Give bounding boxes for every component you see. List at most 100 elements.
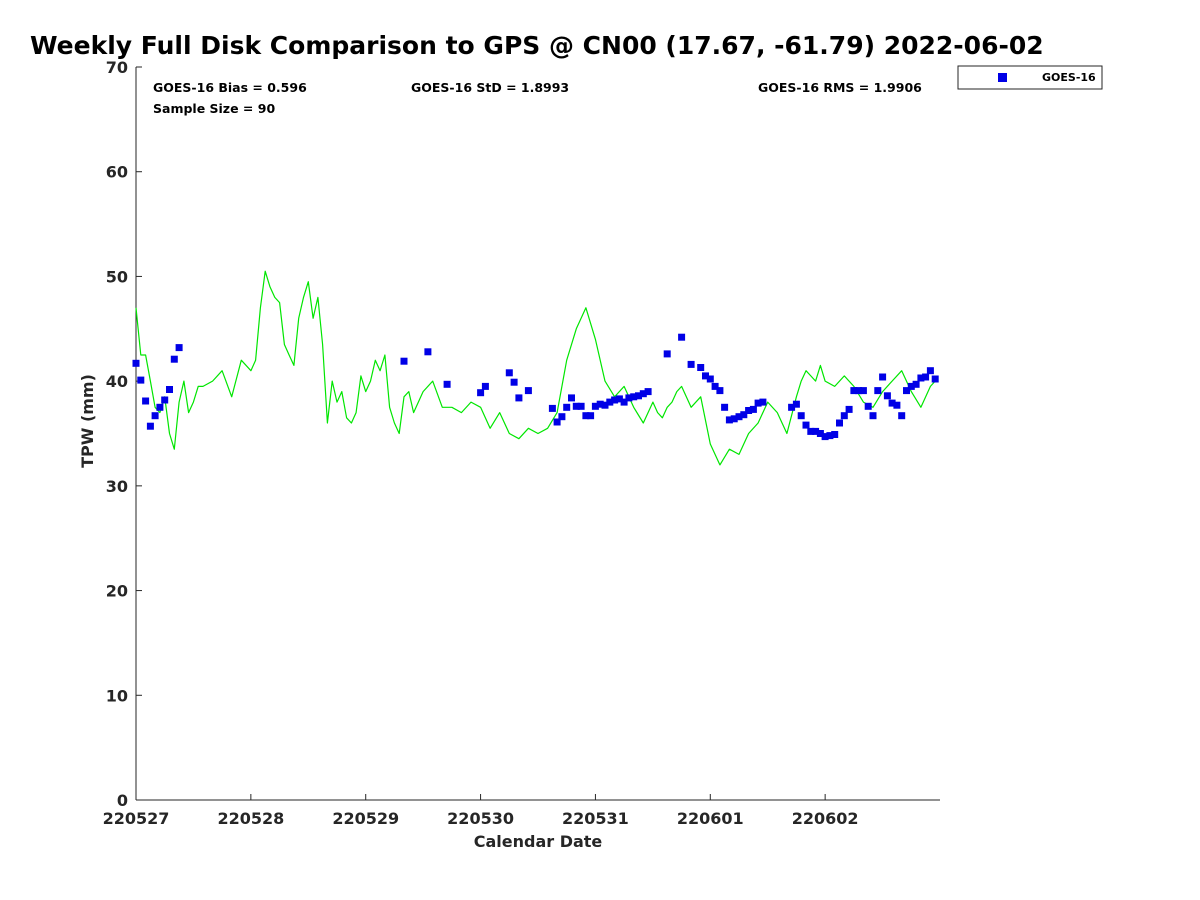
x-tick-label: 220527 xyxy=(103,809,170,828)
goes16-point xyxy=(505,369,513,377)
goes16-point xyxy=(443,380,451,388)
goes-points-layer xyxy=(132,333,939,441)
goes16-point xyxy=(175,344,183,352)
x-tick-label: 220531 xyxy=(562,809,629,828)
goes16-point xyxy=(587,412,595,420)
y-tick-label: 40 xyxy=(106,372,128,391)
goes16-point xyxy=(142,397,150,405)
goes16-point xyxy=(477,389,485,397)
goes16-point xyxy=(625,394,633,402)
goes16-point xyxy=(788,403,796,411)
goes16-point xyxy=(869,412,877,420)
goes16-point xyxy=(553,418,561,426)
goes16-point xyxy=(615,395,623,403)
goes16-point xyxy=(836,419,843,427)
goes16-point xyxy=(859,387,867,395)
goes16-point xyxy=(903,387,910,395)
goes16-point xyxy=(840,412,848,420)
goes16-point xyxy=(678,333,686,341)
y-tick-label: 70 xyxy=(106,58,128,77)
goes16-point xyxy=(926,367,934,375)
legend-marker-goes16 xyxy=(998,73,1007,82)
y-tick-label: 50 xyxy=(106,267,128,286)
y-tick-label: 60 xyxy=(106,163,128,182)
goes16-point xyxy=(644,388,652,396)
goes16-point xyxy=(132,359,140,367)
goes16-point xyxy=(161,396,169,404)
goes16-point xyxy=(826,432,834,440)
goes16-point xyxy=(831,431,839,438)
y-tick-label: 0 xyxy=(117,791,128,810)
goes16-point xyxy=(874,387,882,395)
goes16-point xyxy=(687,360,695,368)
goes16-point xyxy=(620,398,628,406)
goes16-point xyxy=(754,399,762,407)
goes16-point xyxy=(721,403,729,411)
goes16-point xyxy=(850,387,858,395)
goes16-point xyxy=(745,407,753,414)
stat-rms: GOES-16 RMS = 1.9906 xyxy=(758,80,922,95)
goes16-point xyxy=(711,382,719,390)
goes16-point xyxy=(582,412,590,420)
x-tick-label: 220529 xyxy=(332,809,399,828)
goes16-point xyxy=(864,402,872,410)
goes16-point xyxy=(563,403,571,411)
goes16-point xyxy=(137,376,145,384)
goes16-point xyxy=(548,404,556,412)
y-tick-label: 20 xyxy=(106,582,128,601)
goes16-point xyxy=(759,398,767,406)
goes16-point xyxy=(702,372,709,380)
gps-tpw-line xyxy=(135,270,936,466)
goes16-point xyxy=(568,394,575,402)
goes16-point xyxy=(898,412,906,420)
goes16-point xyxy=(802,421,810,429)
goes16-point xyxy=(639,390,647,398)
gps-line-layer xyxy=(135,270,936,466)
legend-box xyxy=(957,65,1103,90)
goes16-point xyxy=(424,348,432,356)
goes16-point xyxy=(855,387,863,395)
stat-bias: GOES-16 Bias = 0.596 xyxy=(153,80,307,95)
goes16-point xyxy=(888,399,896,407)
goes16-point xyxy=(821,433,829,441)
goes16-point xyxy=(558,413,566,421)
x-ticks: 220527 220528 220529 220530 220531 220601 2206… xyxy=(103,794,859,828)
goes16-point xyxy=(912,380,920,388)
y-axis-label: TPW (mm) xyxy=(78,374,97,468)
legend: GOES-16 xyxy=(957,65,1103,90)
goes16-point xyxy=(816,430,824,437)
goes16-point xyxy=(725,416,733,424)
goes16-point xyxy=(596,400,604,408)
goes16-point xyxy=(922,373,930,381)
goes16-point xyxy=(510,378,518,386)
y-ticks: 0 10 20 30 40 50 60 70 xyxy=(106,58,142,810)
goes16-point xyxy=(572,402,580,410)
goes16-point xyxy=(735,413,743,421)
goes16-point xyxy=(740,411,748,419)
x-axis-label: Calendar Date xyxy=(474,832,603,851)
y-tick-label: 10 xyxy=(106,686,128,705)
goes16-point xyxy=(146,422,154,430)
goes16-point xyxy=(577,402,585,410)
goes16-point xyxy=(635,392,642,400)
y-tick-label: 30 xyxy=(106,477,128,496)
stat-sample-size: Sample Size = 90 xyxy=(153,101,275,116)
goes16-point xyxy=(931,375,939,383)
goes16-point xyxy=(156,403,164,411)
goes16-point xyxy=(807,427,815,435)
goes16-point xyxy=(166,386,173,393)
goes16-point xyxy=(749,405,757,413)
goes16-point xyxy=(917,374,925,382)
x-tick-label: 220530 xyxy=(447,809,514,828)
goes16-point xyxy=(151,412,159,420)
goes16-point xyxy=(792,400,800,408)
x-tick-label: 220602 xyxy=(792,809,859,828)
goes16-point xyxy=(611,396,619,404)
x-tick-label: 220601 xyxy=(677,809,744,828)
goes16-point xyxy=(706,375,714,383)
goes16-point xyxy=(893,401,901,409)
goes16-point xyxy=(812,427,820,435)
goes16-point xyxy=(481,382,489,390)
x-tick-label: 220528 xyxy=(217,809,284,828)
